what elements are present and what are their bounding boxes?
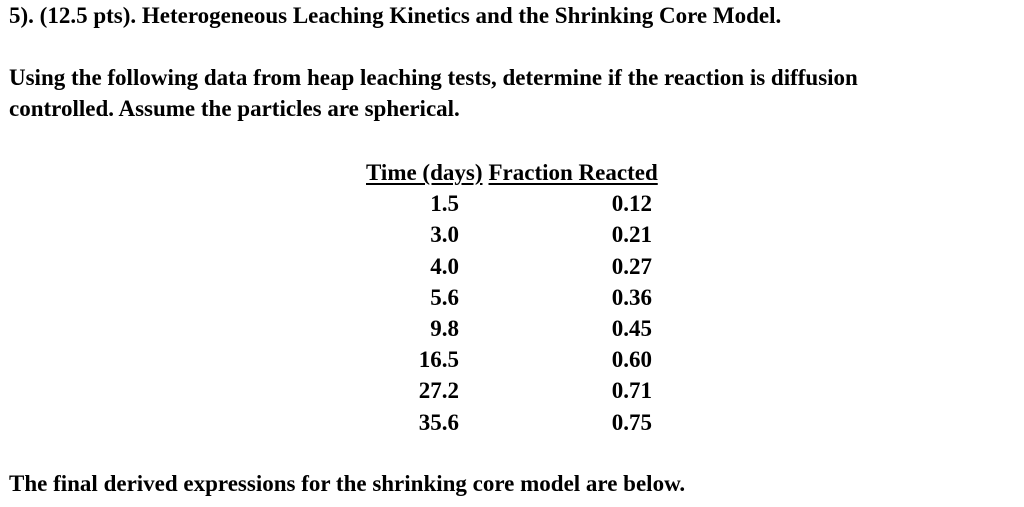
cell-fraction: 0.75 (611, 409, 652, 435)
problem-prompt-line-1: Using the following data from heap leach… (9, 65, 858, 90)
leaching-data-table: Time (days) Fraction Reacted 1.5 0.12 3.… (366, 157, 658, 438)
problem-title: 5). (12.5 pts). Heterogeneous Leaching K… (9, 3, 782, 28)
table-header: Time (days) Fraction Reacted (366, 157, 658, 188)
table-row: 35.6 0.75 (366, 407, 658, 438)
footer-text: The final derived expressions for the sh… (9, 471, 686, 496)
cell-time: 27.2 (418, 378, 459, 404)
cell-fraction: 0.12 (611, 191, 652, 217)
table-row: 16.5 0.60 (366, 344, 658, 375)
cell-fraction: 0.21 (611, 222, 652, 248)
header-time: Time (days) (366, 160, 483, 185)
cell-time: 3.0 (430, 222, 459, 248)
header-fraction-reacted: Fraction Reacted (488, 160, 658, 185)
cell-time: 4.0 (430, 253, 459, 279)
table-row: 4.0 0.27 (366, 251, 658, 282)
cell-time: 5.6 (430, 284, 459, 310)
table-row: 9.8 0.45 (366, 313, 658, 344)
table-row: 1.5 0.12 (366, 188, 658, 219)
table-row: 27.2 0.71 (366, 375, 658, 406)
cell-time: 9.8 (430, 315, 459, 341)
cell-time: 1.5 (430, 191, 459, 217)
cell-time: 35.6 (418, 409, 459, 435)
cell-time: 16.5 (418, 347, 459, 373)
cell-fraction: 0.71 (611, 378, 652, 404)
cell-fraction: 0.27 (611, 253, 652, 279)
cell-fraction: 0.60 (611, 347, 652, 373)
cell-fraction: 0.45 (611, 315, 652, 341)
table-row: 3.0 0.21 (366, 219, 658, 250)
table-row: 5.6 0.36 (366, 282, 658, 313)
cell-fraction: 0.36 (611, 284, 652, 310)
problem-prompt-line-2: controlled. Assume the particles are sph… (9, 96, 460, 121)
